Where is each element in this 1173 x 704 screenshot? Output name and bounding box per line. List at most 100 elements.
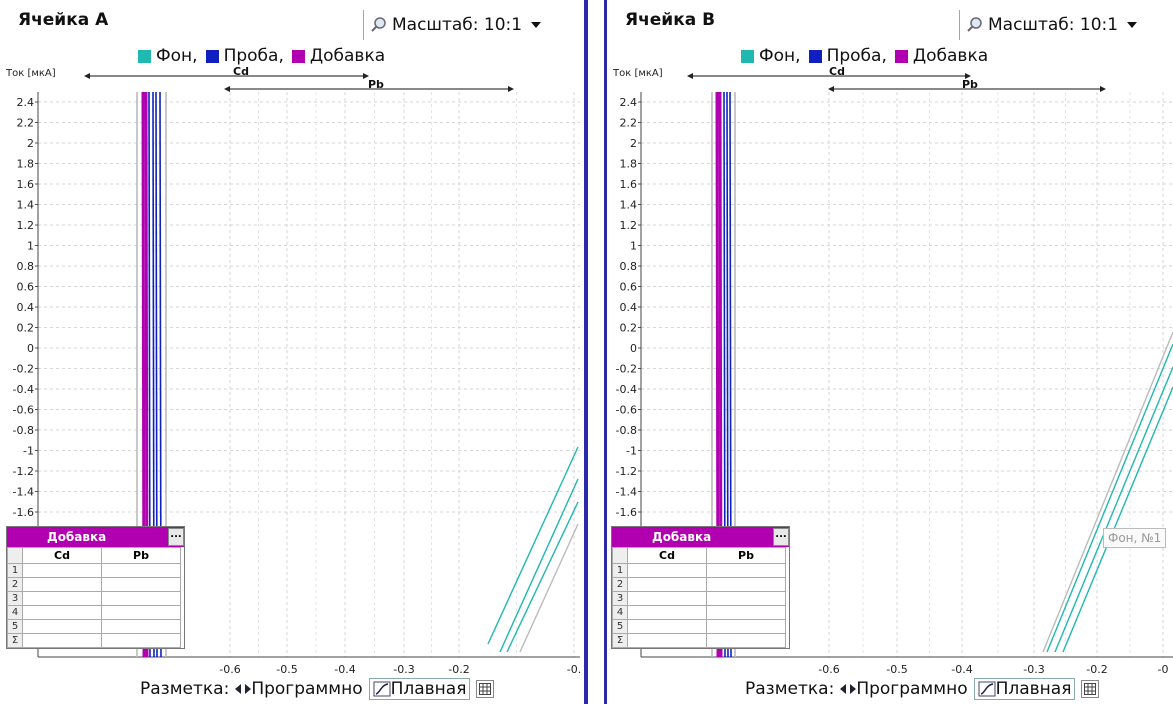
y-tick-label: 2.2 bbox=[17, 117, 35, 130]
grid-icon bbox=[479, 683, 492, 695]
legend: Фон, Проба, Добавка bbox=[733, 46, 988, 66]
table-cell[interactable] bbox=[101, 619, 181, 634]
series-line bbox=[499, 478, 579, 653]
smooth-toggle[interactable]: Плавная bbox=[973, 678, 1076, 700]
table-cell[interactable] bbox=[627, 577, 707, 592]
cell-a-panel: Ячейка A Масштаб: 10:1 Фон, Проба, Добав… bbox=[5, 0, 588, 704]
table-cell[interactable] bbox=[22, 605, 102, 620]
series-line bbox=[506, 501, 579, 653]
legend-swatch-proba bbox=[808, 49, 822, 63]
y-tick-label: 0 bbox=[27, 342, 34, 355]
grid-toggle[interactable] bbox=[1081, 680, 1100, 698]
table-cell[interactable] bbox=[101, 563, 181, 578]
table-menu-button[interactable]: ... bbox=[168, 528, 184, 546]
table-header-cd: Cd bbox=[22, 547, 102, 564]
y-tick-label: 2 bbox=[630, 137, 637, 150]
series-line bbox=[519, 523, 579, 653]
series-line bbox=[1042, 331, 1173, 653]
table-cell[interactable] bbox=[706, 591, 786, 606]
region-end-arrow bbox=[363, 73, 369, 79]
region-cd-label: Cd bbox=[829, 65, 845, 78]
x-tick-label: -0.6 bbox=[818, 663, 839, 674]
legend-swatch-fon bbox=[741, 49, 754, 63]
smooth-curve-icon bbox=[978, 681, 996, 697]
row-number: 2 bbox=[612, 577, 628, 592]
table-cell[interactable] bbox=[22, 563, 102, 578]
grid-toggle[interactable] bbox=[476, 680, 495, 698]
y-tick-label: -0.4 bbox=[13, 383, 34, 396]
y-tick-label: -1.2 bbox=[13, 465, 34, 478]
x-tick-label: -0.3 bbox=[393, 663, 414, 674]
table-cell[interactable] bbox=[101, 577, 181, 592]
scale-dropdown[interactable]: Масштаб: 10:1 bbox=[363, 10, 584, 40]
row-number: 4 bbox=[7, 605, 23, 620]
table-cell[interactable] bbox=[627, 619, 707, 634]
smooth-label: Плавная bbox=[390, 679, 467, 699]
legend-item-fon: Фон, bbox=[156, 46, 198, 66]
markup-mode-button[interactable]: Программно bbox=[235, 679, 363, 699]
series-line bbox=[1054, 366, 1173, 653]
magnifier-icon bbox=[371, 17, 386, 32]
region-end-arrow bbox=[1100, 86, 1106, 92]
x-tick-label: -0. bbox=[567, 663, 581, 674]
series-line bbox=[1046, 343, 1173, 653]
markup-label: Разметка: bbox=[745, 679, 835, 699]
legend-swatch-proba bbox=[205, 49, 219, 63]
markup-mode-button[interactable]: Программно bbox=[840, 679, 968, 699]
table-cell[interactable] bbox=[22, 633, 102, 648]
x-tick-label: -0.3 bbox=[1023, 663, 1044, 674]
y-axis-label: Ток [мкА] bbox=[612, 68, 663, 79]
table-cell[interactable] bbox=[706, 605, 786, 620]
table-cell[interactable] bbox=[627, 591, 707, 606]
table-cell[interactable] bbox=[101, 605, 181, 620]
y-tick-label: 0.2 bbox=[17, 322, 35, 335]
y-tick-label: -0.8 bbox=[616, 424, 637, 437]
chevron-down-icon[interactable] bbox=[530, 20, 542, 30]
row-number: 3 bbox=[7, 591, 23, 606]
y-tick-label: 1.8 bbox=[17, 158, 35, 171]
series-line bbox=[487, 446, 579, 645]
table-cell[interactable] bbox=[706, 619, 786, 634]
y-tick-label: -1.6 bbox=[616, 506, 637, 519]
region-start-arrow bbox=[224, 86, 230, 92]
y-tick-label: 2 bbox=[27, 137, 34, 150]
row-number: 2 bbox=[7, 577, 23, 592]
smooth-curve-icon bbox=[373, 681, 391, 697]
region-end-arrow bbox=[965, 73, 971, 79]
smooth-toggle[interactable]: Плавная bbox=[368, 678, 471, 700]
y-tick-label: 0.4 bbox=[620, 301, 638, 314]
row-number: 5 bbox=[612, 619, 628, 634]
legend-item-fon: Фон, bbox=[759, 46, 801, 66]
y-tick-label: 0.4 bbox=[17, 301, 35, 314]
legend-item-proba: Проба, bbox=[223, 46, 284, 66]
table-cell[interactable] bbox=[706, 633, 786, 648]
table-cell[interactable] bbox=[706, 563, 786, 578]
y-tick-label: 1.2 bbox=[620, 219, 638, 232]
y-tick-label: -0.2 bbox=[616, 363, 637, 376]
y-tick-label: 1.2 bbox=[17, 219, 35, 232]
y-tick-label: 1.6 bbox=[620, 178, 638, 191]
table-cell[interactable] bbox=[22, 591, 102, 606]
grid-icon bbox=[1084, 683, 1097, 695]
table-cell[interactable] bbox=[627, 633, 707, 648]
y-tick-label: -1.2 bbox=[616, 465, 637, 478]
table-cell[interactable] bbox=[627, 605, 707, 620]
legend-swatch-fon bbox=[138, 49, 151, 63]
table-menu-button[interactable]: ... bbox=[773, 528, 789, 546]
y-tick-label: 1 bbox=[630, 240, 637, 253]
table-cell[interactable] bbox=[627, 563, 707, 578]
table-cell[interactable] bbox=[22, 577, 102, 592]
table-cell[interactable] bbox=[101, 633, 181, 648]
y-tick-label: -1 bbox=[23, 445, 34, 458]
x-tick-label: -0.5 bbox=[886, 663, 907, 674]
chevron-down-icon[interactable] bbox=[1126, 20, 1138, 30]
region-end-arrow bbox=[508, 86, 514, 92]
scale-dropdown[interactable]: Масштаб: 10:1 bbox=[959, 10, 1173, 40]
legend: Фон, Проба, Добавка bbox=[130, 46, 385, 66]
y-tick-label: -0.6 bbox=[13, 404, 34, 417]
cell-title: Ячейка B bbox=[625, 10, 716, 30]
table-cell[interactable] bbox=[706, 577, 786, 592]
table-cell[interactable] bbox=[22, 619, 102, 634]
table-cell[interactable] bbox=[101, 591, 181, 606]
region-start-arrow bbox=[84, 73, 90, 79]
